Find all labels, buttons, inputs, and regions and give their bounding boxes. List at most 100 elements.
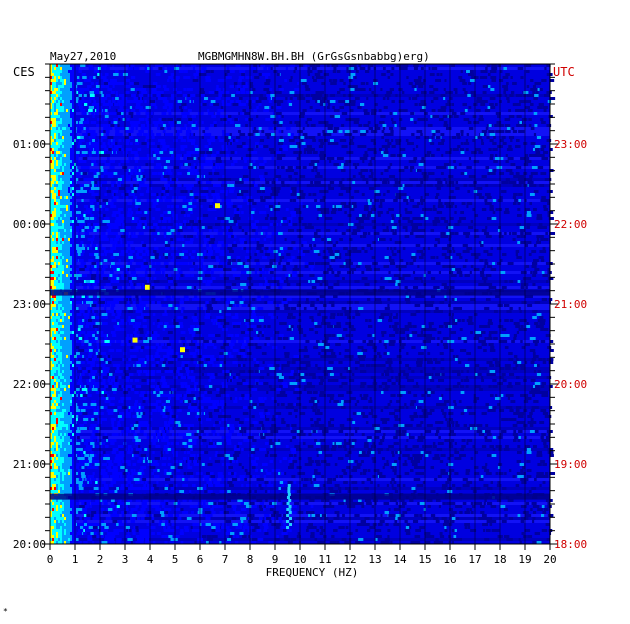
- heatmap-cell: [316, 172, 320, 175]
- heatmap-cell: [66, 151, 68, 154]
- heatmap-cell: [58, 229, 60, 232]
- heatmap-cell: [320, 142, 325, 145]
- heatmap-cell: [239, 145, 244, 148]
- heatmap-cell: [119, 265, 125, 268]
- heatmap-cell: [422, 175, 429, 178]
- heatmap-cell: [414, 103, 418, 106]
- heatmap-cell: [145, 163, 149, 166]
- heatmap-cell: [453, 88, 458, 91]
- heatmap-cell: [111, 193, 114, 196]
- heatmap-cell: [293, 211, 296, 214]
- heatmap-cell: [315, 169, 318, 172]
- heatmap-cell: [524, 232, 528, 235]
- heatmap-cell: [467, 190, 470, 193]
- heatmap-cell: [52, 67, 54, 70]
- heatmap-cell: [68, 262, 70, 265]
- heatmap-cell: [384, 94, 391, 97]
- heatmap-cell: [341, 163, 344, 166]
- heatmap-cell: [158, 91, 164, 94]
- heatmap-cell: [136, 178, 142, 181]
- heatmap-cell: [372, 208, 377, 211]
- heatmap-cell: [162, 196, 167, 199]
- heatmap-cell: [64, 199, 66, 202]
- heatmap-cell: [252, 202, 257, 205]
- heatmap-cell: [197, 181, 202, 184]
- heatmap-cell: [301, 142, 306, 145]
- heatmap-cell: [96, 106, 103, 109]
- heatmap-cell: [170, 124, 173, 127]
- heatmap-cell: [167, 211, 171, 214]
- heatmap-cell: [115, 211, 121, 214]
- heatmap-cell: [354, 76, 357, 79]
- heatmap-cell: [193, 157, 196, 160]
- heatmap-cell: [190, 211, 194, 214]
- heatmap-cell: [64, 226, 66, 229]
- heatmap-cell: [530, 103, 534, 106]
- heatmap-cell: [56, 226, 58, 229]
- heatmap-cell: [121, 127, 126, 130]
- heatmap-cell: [206, 160, 213, 163]
- heatmap-cell: [214, 136, 218, 139]
- heatmap-cell: [339, 79, 344, 82]
- heatmap-cell: [103, 217, 110, 220]
- heatmap-cell: [472, 115, 477, 118]
- heatmap-cell: [487, 253, 493, 256]
- heatmap-cell: [118, 139, 122, 142]
- heatmap-cell: [112, 151, 117, 154]
- heatmap-cell: [481, 229, 487, 232]
- heatmap-cell: [191, 256, 195, 259]
- heatmap-cell: [140, 175, 143, 178]
- heatmap-cell: [64, 160, 66, 163]
- heatmap-cell: [54, 148, 56, 151]
- heatmap-cell: [473, 160, 480, 163]
- heatmap-cell: [143, 262, 149, 265]
- heatmap-cell: [445, 103, 451, 106]
- heatmap-cell: [150, 148, 153, 151]
- heatmap-cell: [363, 208, 369, 211]
- heatmap-cell: [451, 109, 454, 112]
- heatmap-cell: [52, 193, 54, 196]
- heatmap-cell: [437, 241, 441, 244]
- heatmap-cell: [427, 124, 433, 127]
- heatmap-cell: [507, 262, 513, 265]
- heatmap-cell: [144, 100, 147, 103]
- heatmap-cell: [170, 253, 175, 256]
- heatmap-cell: [442, 265, 446, 268]
- heatmap-cell: [52, 250, 54, 253]
- heatmap-cell: [60, 94, 62, 97]
- heatmap-cell: [82, 127, 87, 130]
- heatmap-cell: [484, 199, 488, 202]
- heatmap-cell: [208, 148, 213, 151]
- heatmap-cell: [503, 88, 509, 91]
- heatmap-cell: [206, 181, 212, 184]
- heatmap-cell: [102, 238, 105, 241]
- heatmap-cell: [229, 100, 234, 103]
- heatmap-cell: [239, 178, 242, 181]
- heatmap-cell: [68, 133, 70, 136]
- heatmap-cell: [282, 148, 288, 151]
- heatmap-cell: [168, 157, 175, 160]
- heatmap-cell: [285, 127, 291, 130]
- heatmap-cell: [219, 109, 224, 112]
- heatmap-cell: [190, 238, 194, 241]
- heatmap-cell: [186, 154, 191, 157]
- heatmap-cell: [56, 145, 58, 148]
- heatmap-cell: [525, 154, 529, 157]
- heatmap-cell: [60, 235, 62, 238]
- heatmap-cell: [362, 169, 368, 172]
- heatmap-cell: [117, 178, 122, 181]
- heatmap-cell: [306, 250, 310, 253]
- heatmap-cell: [107, 88, 113, 91]
- heatmap-cell: [60, 169, 62, 172]
- heatmap-cell: [207, 208, 212, 211]
- heatmap-cell: [68, 106, 70, 109]
- heatmap-cell: [251, 223, 257, 226]
- heatmap-cell: [488, 130, 494, 133]
- heatmap-cell: [58, 142, 60, 145]
- heatmap-cell: [542, 199, 549, 202]
- heatmap-cell: [470, 91, 476, 94]
- heatmap-cell: [56, 262, 58, 265]
- heatmap-cell: [412, 205, 419, 208]
- heatmap-cell: [64, 106, 66, 109]
- heatmap-cell: [89, 154, 92, 157]
